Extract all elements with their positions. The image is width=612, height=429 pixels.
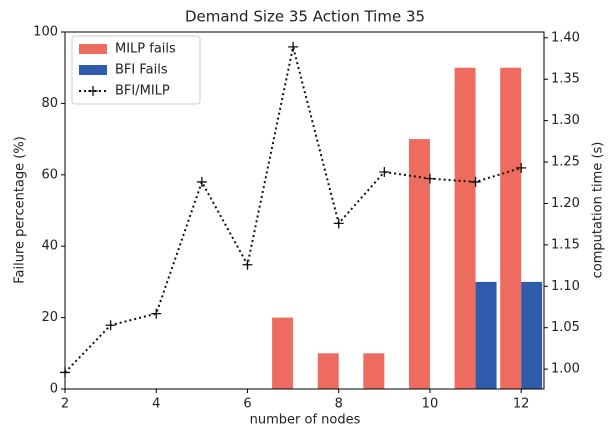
y-tick-label: 100 — [33, 25, 58, 40]
legend-label: BFI/MILP — [115, 84, 170, 99]
bar — [500, 67, 522, 389]
bar — [454, 67, 476, 389]
legend-swatch — [79, 65, 107, 75]
y2-tick-label: 1.30 — [551, 113, 580, 128]
point-marker — [151, 308, 162, 319]
bar — [521, 281, 543, 389]
legend-label: MILP fails — [115, 42, 176, 57]
y2-tick-label: 1.40 — [551, 30, 580, 45]
x-axis-label: number of nodes — [250, 413, 361, 428]
x-tick-label: 4 — [152, 397, 160, 412]
bar — [317, 353, 339, 389]
x-tick-label: 10 — [422, 397, 439, 412]
y-tick-label: 40 — [41, 239, 58, 254]
y2-tick-label: 1.35 — [551, 72, 580, 87]
bar — [408, 139, 430, 389]
plot-frame — [64, 31, 545, 390]
line — [64, 46, 522, 374]
y2-tick-label: 1.00 — [551, 362, 580, 377]
y2-tick-label: 1.15 — [551, 237, 580, 252]
y-axis-label: Failure percentage (%) — [13, 136, 28, 284]
point-marker — [470, 176, 481, 187]
y-tick-label: 20 — [41, 310, 58, 325]
x-tick-label: 8 — [335, 397, 343, 412]
point-marker — [424, 173, 435, 184]
y-tick-label: 80 — [41, 96, 58, 111]
legend-marker — [88, 86, 98, 96]
x-tick-label: 12 — [513, 397, 530, 412]
y-tick-label: 0 — [50, 382, 58, 397]
y2-tick-label: 1.05 — [551, 320, 580, 335]
point-marker — [105, 320, 116, 331]
legend-label: BFI Fails — [115, 63, 168, 78]
x-tick-label: 2 — [61, 397, 69, 412]
point-marker — [242, 259, 253, 270]
legend: MILP fails BFI Fails BFI/MILP — [71, 35, 201, 105]
point-marker — [196, 176, 207, 187]
bar — [475, 281, 497, 389]
point-marker — [333, 218, 344, 229]
y2-tick-label: 1.10 — [551, 279, 580, 294]
legend-swatch — [79, 44, 107, 54]
bar — [272, 317, 294, 389]
point-marker — [379, 166, 390, 177]
x-tick-label: 6 — [243, 397, 251, 412]
chart-title: Demand Size 35 Action Time 35 — [185, 8, 425, 26]
y-tick-label: 60 — [41, 167, 58, 182]
bar — [363, 353, 385, 389]
point-marker — [288, 41, 299, 52]
point-marker — [516, 162, 527, 173]
y2-axis-label: computation time (s) — [591, 142, 606, 279]
y2-tick-label: 1.20 — [551, 196, 580, 211]
y2-tick-label: 1.25 — [551, 155, 580, 170]
